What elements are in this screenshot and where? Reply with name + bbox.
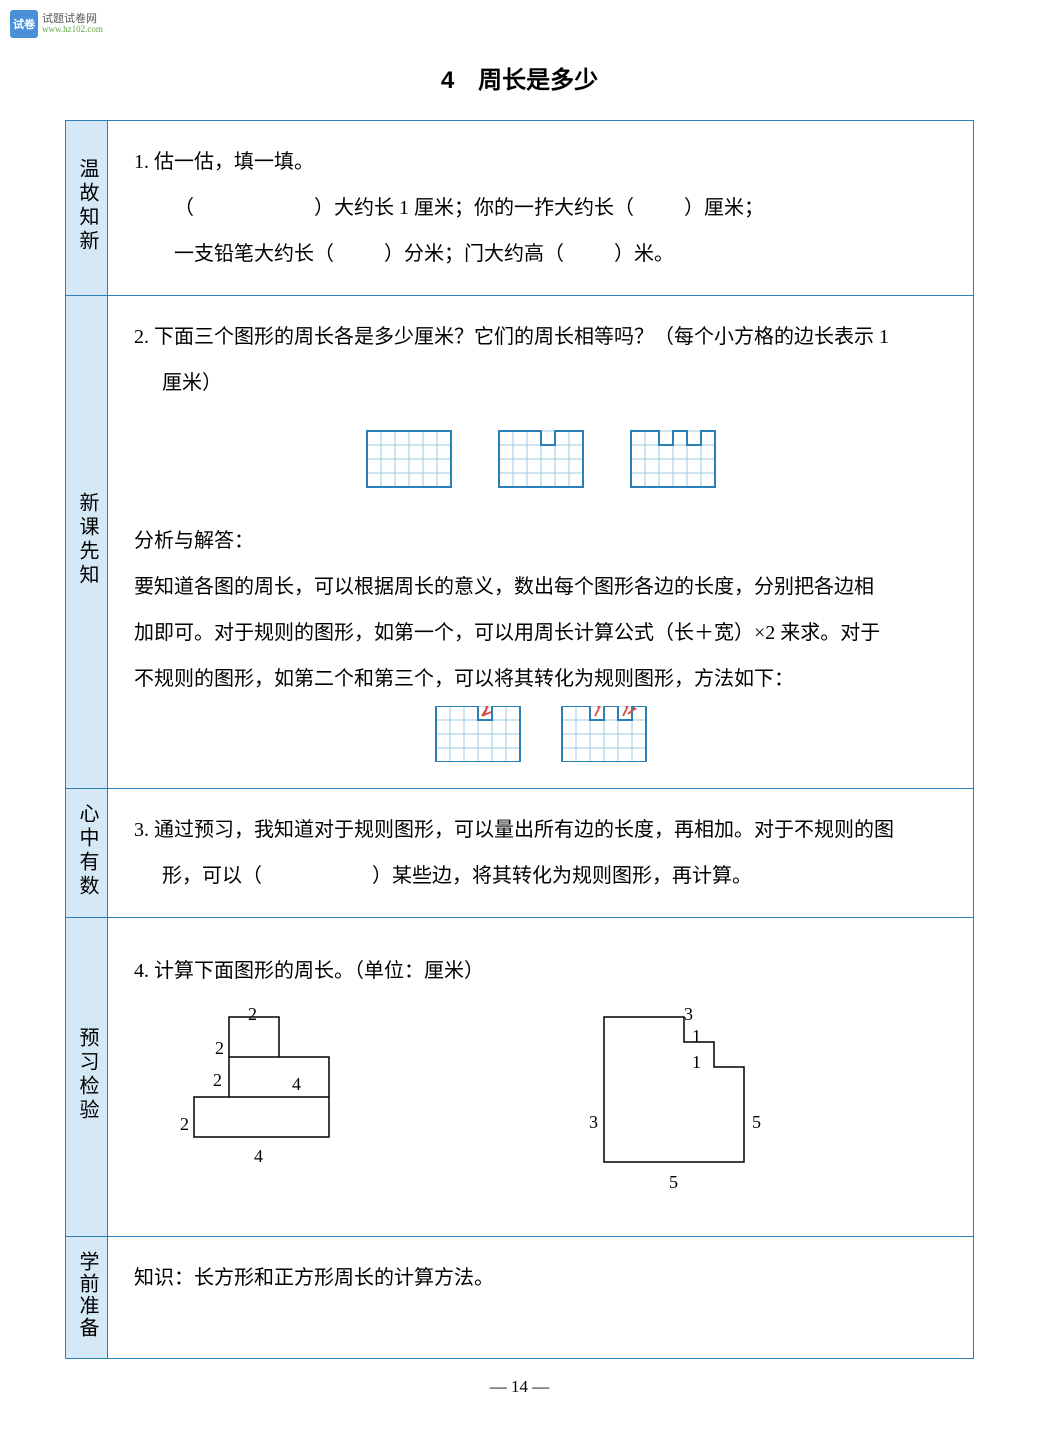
q4-lead: 4. 计算下面图形的周长。（单位：厘米）: [134, 948, 947, 994]
q1-l2b: ）分米；门大约高（: [384, 243, 564, 265]
figure-row-1: [134, 424, 947, 494]
table-row: 学前准备 知识：长方形和正方形周长的计算方法。: [66, 1237, 974, 1359]
grid-svg-icon: [360, 424, 458, 494]
q4-figures: 2 2 2 4 2 4 3 1 1: [174, 1002, 947, 1172]
label-text: 心中有数: [73, 803, 100, 899]
dim-midw: 4: [292, 1064, 301, 1105]
label-text: 温故知新: [73, 158, 100, 254]
q3-line1: 3. 通过预习，我知道对于规则图形，可以量出所有边的长度，再相加。对于不规则的图: [134, 807, 947, 853]
dim2-rh1: 1: [692, 1042, 701, 1083]
grid-svg-icon: [429, 706, 527, 762]
table-row: 新课先知 2. 下面三个图形的周长各是多少厘米？它们的周长相等吗？（每个小方格的…: [66, 296, 974, 789]
q2-lead: 2. 下面三个图形的周长各是多少厘米？它们的周长相等吗？（每个小方格的边长表示 …: [134, 314, 947, 360]
q1-l2a: 一支铅笔大约长（: [134, 231, 334, 277]
q1-l1a: （: [134, 185, 194, 231]
grid-figure-3: [624, 424, 722, 494]
grid-figure-arrow-2: [555, 706, 653, 762]
grid-figure-1: [360, 424, 458, 494]
para1: 要知道各图的周长，可以根据周长的意义，数出每个图形各边的长度，分别把各边相: [134, 564, 947, 610]
page: 4 周长是多少 温故知新 1. 估一估，填一填。 （ ）大约长 1 厘米；你的一拃…: [0, 0, 1039, 1417]
q1-l1b: ）大约长 1 厘米；你的一拃大约长（: [314, 197, 634, 219]
page-title: 4 周长是多少: [65, 60, 974, 95]
table-row: 心中有数 3. 通过预习，我知道对于规则图形，可以量出所有边的长度，再相加。对于…: [66, 789, 974, 918]
para2: 加即可。对于规则的图形，如第一个，可以用周长计算公式（长＋宽）×2 来求。对于: [134, 610, 947, 656]
watermark-line2: www.hz102.com: [42, 25, 103, 35]
q3-line2: 形，可以（ ）某些边，将其转化为规则图形，再计算。: [134, 853, 947, 899]
para3: 不规则的图形，如第二个和第三个，可以将其转化为规则图形，方法如下：: [134, 656, 947, 702]
grid-figure-arrow-1: [429, 706, 527, 762]
q4-figure-2: 3 1 1 5 3 5: [574, 1002, 784, 1172]
dim2-left: 3: [589, 1102, 598, 1143]
label-text: 学前准备: [73, 1251, 100, 1339]
table-row: 温故知新 1. 估一估，填一填。 （ ）大约长 1 厘米；你的一拃大约长（ ）厘米；…: [66, 121, 974, 296]
q1-line2: 一支铅笔大约长（ ）分米；门大约高（ ）米。: [134, 231, 947, 277]
content-1: 1. 估一估，填一填。 （ ）大约长 1 厘米；你的一拃大约长（ ）厘米； 一支铅笔…: [108, 121, 974, 296]
dim-bottom: 4: [254, 1136, 263, 1177]
table-row: 预习检验 4. 计算下面图形的周长。（单位：厘米） 2 2 2: [66, 918, 974, 1237]
label-text: 预习检验: [73, 1027, 100, 1123]
row-label-3: 心中有数: [66, 789, 108, 918]
notch-shape-icon: [574, 1002, 784, 1172]
q1-lead: 1. 估一估，填一填。: [134, 139, 947, 185]
watermark: 试卷 试题试卷网 www.hz102.com: [10, 10, 103, 38]
dim2-bottom: 5: [669, 1162, 678, 1203]
row-label-4: 预习检验: [66, 918, 108, 1237]
q1-l1c: ）厘米；: [684, 197, 764, 219]
dim-top: 2: [248, 994, 257, 1035]
dim-sh: 2: [213, 1060, 222, 1101]
dim2-right: 5: [752, 1102, 761, 1143]
row-label-1: 温故知新: [66, 121, 108, 296]
content-2: 2. 下面三个图形的周长各是多少厘米？它们的周长相等吗？（每个小方格的边长表示 …: [108, 296, 974, 789]
q4-figure-1: 2 2 2 4 2 4: [174, 1002, 344, 1162]
dim-left: 2: [180, 1104, 189, 1145]
figure-row-2: [134, 706, 947, 762]
q1-line1: （ ）大约长 1 厘米；你的一拃大约长（ ）厘米；: [134, 185, 947, 231]
content-4: 4. 计算下面图形的周长。（单位：厘米） 2 2 2 4 2: [108, 918, 974, 1237]
q5-text: 知识：长方形和正方形周长的计算方法。: [134, 1255, 947, 1301]
grid-svg-icon: [492, 424, 590, 494]
q3b: 形，可以（: [134, 865, 262, 887]
grid-svg-icon: [555, 706, 653, 762]
analysis-label: 分析与解答：: [134, 518, 947, 564]
logo-icon: 试卷: [10, 10, 38, 38]
content-5: 知识：长方形和正方形周长的计算方法。: [108, 1237, 974, 1359]
q1-l2c: ）米。: [614, 243, 674, 265]
main-table: 温故知新 1. 估一估，填一填。 （ ）大约长 1 厘米；你的一拃大约长（ ）厘米；…: [65, 120, 974, 1359]
label-text: 新课先知: [73, 492, 100, 588]
page-number: — 14 —: [65, 1377, 974, 1397]
watermark-text: 试题试卷网 www.hz102.com: [42, 13, 103, 35]
grid-svg-icon: [624, 424, 722, 494]
row-label-5: 学前准备: [66, 1237, 108, 1359]
q2-lead2: 厘米）: [134, 360, 947, 406]
row-label-2: 新课先知: [66, 296, 108, 789]
grid-figure-2: [492, 424, 590, 494]
q3c: ）某些边，将其转化为规则图形，再计算。: [372, 865, 752, 887]
content-3: 3. 通过预习，我知道对于规则图形，可以量出所有边的长度，再相加。对于不规则的图…: [108, 789, 974, 918]
